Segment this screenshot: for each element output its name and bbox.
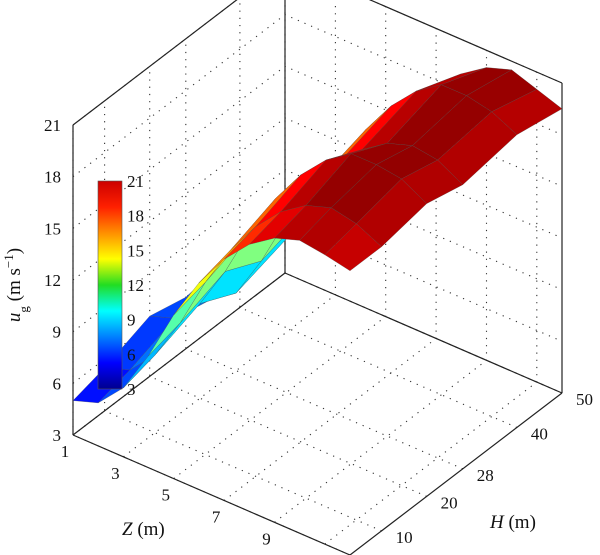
frame-edge <box>72 0 238 126</box>
colorbar-tick-label: 3 <box>127 380 136 399</box>
u-tick-label: 15 <box>44 219 61 238</box>
h-tick-label: 28 <box>477 466 494 485</box>
u-tick-label: 6 <box>53 374 62 393</box>
tick-labels: 3691215182113579113102028405021181512963 <box>44 116 593 555</box>
frame-edge <box>72 272 286 436</box>
u-tick-label: 18 <box>44 168 61 187</box>
surface-patch <box>324 223 382 272</box>
z-tick-label: 1 <box>61 442 70 461</box>
surface-plot <box>72 67 563 404</box>
z-tick-label: 5 <box>161 486 170 505</box>
frame-edge <box>72 434 351 555</box>
y-axis-title: H (m) <box>489 512 536 533</box>
x-axis-title: Z (m) <box>122 519 165 540</box>
colorbar-tick-label: 15 <box>127 241 144 260</box>
frame-edge <box>349 392 563 555</box>
z-tick-label: 7 <box>212 507 221 526</box>
z-tick-label: 11 <box>309 551 325 555</box>
z-axis-title: ug (m s−1) <box>1 248 31 322</box>
axes-frame <box>72 0 563 555</box>
z-tick-label: 3 <box>111 464 120 483</box>
colorbar-tick-label: 9 <box>127 311 136 330</box>
u-tick-label: 9 <box>53 323 62 342</box>
colorbar-gradient <box>97 180 123 390</box>
frame-edge <box>284 272 563 394</box>
h-tick-label: 40 <box>531 424 548 443</box>
frame-edge <box>368 0 563 84</box>
h-tick-label: 10 <box>396 528 413 547</box>
u-tick-label: 12 <box>44 271 61 290</box>
h-tick-label: 20 <box>441 493 458 512</box>
colorbar-tick-label: 18 <box>127 207 144 226</box>
z-tick-label: 9 <box>262 529 271 548</box>
colorbar-tick-label: 21 <box>127 172 144 191</box>
colorbar-tick-label: 12 <box>127 276 144 295</box>
h-tick-label: 50 <box>576 390 593 409</box>
colorbar <box>97 180 123 390</box>
h-tick-label: 3 <box>364 552 373 555</box>
u-tick-label: 21 <box>44 116 61 135</box>
colorbar-tick-label: 6 <box>127 345 136 364</box>
u-tick-label: 3 <box>53 426 62 445</box>
